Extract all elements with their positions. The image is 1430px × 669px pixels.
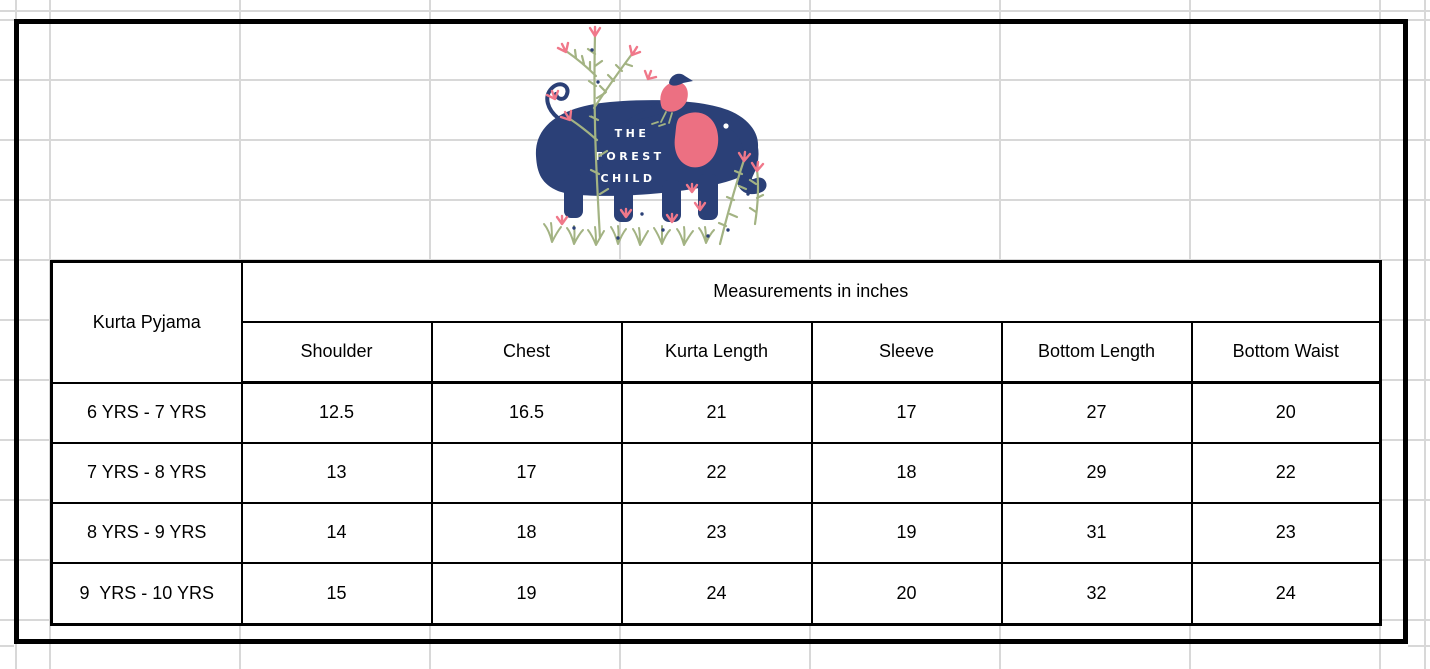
value-cell[interactable]: 13 [240,441,433,504]
plant-stems-icon [564,32,765,246]
flowers-icon [545,25,765,226]
value-cell[interactable]: 15 [240,561,433,626]
value-cell[interactable]: 21 [620,381,813,444]
table-row: 7 YRS - 8 YRS 13 17 22 18 29 22 [50,441,1382,504]
value-cell[interactable]: 12.5 [240,381,433,444]
gridline-vertical-right [1424,0,1426,669]
grass-icon [543,222,715,246]
column-header-row: Shoulder Chest Kurta Length Sleeve Botto… [52,320,1382,384]
value-cell[interactable]: 20 [810,561,1003,626]
value-cell[interactable]: 23 [1190,501,1382,564]
value-cell[interactable]: 32 [1000,561,1193,626]
corner-cell-kurta-pyjama[interactable]: Kurta Pyjama [50,260,243,384]
elephant-ear-icon [674,112,719,168]
value-cell[interactable]: 27 [1000,381,1193,444]
value-cell[interactable]: 19 [810,501,1003,564]
column-header-cell[interactable]: Sleeve [810,320,1003,384]
logo-text-line1: THE [615,127,650,140]
elephant-trunk-icon [728,116,767,195]
column-header-cell[interactable]: Shoulder [240,320,433,384]
thick-outer-border [14,19,1408,644]
value-cell[interactable]: 22 [1190,441,1382,504]
gridline-horizontal-bottom-left [0,645,14,647]
value-cell[interactable]: 17 [430,441,623,504]
elephant-legs-icon [564,174,718,222]
size-label-cell[interactable]: 9 YRS - 10 YRS [50,561,243,626]
value-cell[interactable]: 19 [430,561,623,626]
table-row: 6 YRS - 7 YRS 12.5 16.5 21 17 27 20 [50,381,1382,444]
bird-icon [620,73,693,127]
size-label-cell[interactable]: 8 YRS - 9 YRS [50,501,243,564]
table-row: 8 YRS - 9 YRS 14 18 23 19 31 23 [50,501,1382,564]
logo-text-line2: FOREST [595,150,664,163]
value-cell[interactable]: 17 [810,381,1003,444]
table-row: 9 YRS - 10 YRS 15 19 24 20 32 24 [50,561,1382,626]
value-cell[interactable]: 18 [430,501,623,564]
size-label-cell[interactable]: 6 YRS - 7 YRS [50,381,243,444]
value-cell[interactable]: 18 [810,441,1003,504]
value-cell[interactable]: 24 [1190,561,1382,626]
value-cell[interactable]: 24 [620,561,813,626]
column-header-cell[interactable]: Bottom Length [1000,320,1193,384]
elephant-tail-icon [545,82,570,120]
column-header-cell[interactable]: Bottom Waist [1190,320,1382,384]
forest-child-logo: THE FOREST CHILD [535,25,767,246]
banner-cell-measurements[interactable]: Measurements in inches [240,260,1382,323]
logo-text-line3: CHILD [600,172,655,185]
value-cell[interactable]: 22 [620,441,813,504]
gridline-horizontal-bottom-right [1408,645,1430,647]
value-cell[interactable]: 20 [1190,381,1382,444]
banner-row: Kurta Pyjama Measurements in inches [50,260,1382,384]
value-cell[interactable]: 14 [240,501,433,564]
size-label-cell[interactable]: 7 YRS - 8 YRS [50,441,243,504]
value-cell[interactable]: 29 [1000,441,1193,504]
value-cell[interactable]: 23 [620,501,813,564]
column-header-cell[interactable]: Kurta Length [620,320,813,384]
value-cell[interactable]: 31 [1000,501,1193,564]
size-chart-table: Kurta Pyjama Measurements in inches Shou… [50,260,1382,626]
elephant-eye-icon [723,123,729,129]
berries-icon [572,48,750,240]
column-header-cell[interactable]: Chest [430,320,623,384]
value-cell[interactable]: 16.5 [430,381,623,444]
